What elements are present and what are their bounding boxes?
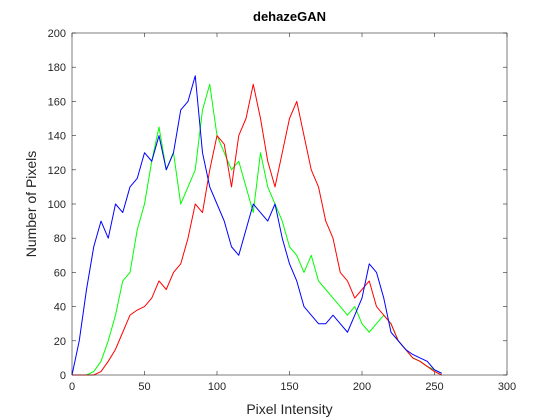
y-tick-label: 140: [48, 131, 66, 143]
y-tick-label: 20: [54, 336, 66, 348]
data-line: [71, 75, 442, 376]
y-tick-label: 40: [54, 302, 66, 314]
x-tick-label: 300: [498, 381, 516, 393]
data-line: [72, 83, 442, 376]
x-axis-label: Pixel Intensity: [246, 401, 332, 417]
x-tick-label: 250: [425, 381, 443, 393]
plot-area: [72, 33, 507, 375]
y-tick-label: 100: [48, 199, 66, 211]
y-tick-label: 80: [54, 233, 66, 245]
y-tick-label: 200: [48, 28, 66, 40]
y-tick-label: 0: [60, 370, 66, 382]
axes-box: [71, 32, 508, 376]
y-tick-label: 180: [48, 62, 66, 74]
y-axis-label: Number of Pixels: [23, 151, 39, 258]
data-line: [72, 83, 442, 376]
x-tick-label: 0: [69, 381, 75, 393]
x-tick-label: 150: [280, 381, 298, 393]
y-tick-label: 160: [48, 96, 66, 108]
y-tick-label: 120: [48, 165, 66, 177]
x-tick-label: 100: [208, 381, 226, 393]
chart-title: dehazeGAN: [253, 9, 326, 24]
y-tick-label: 60: [54, 267, 66, 279]
x-tick-label: 50: [138, 381, 150, 393]
x-tick-label: 200: [353, 381, 371, 393]
